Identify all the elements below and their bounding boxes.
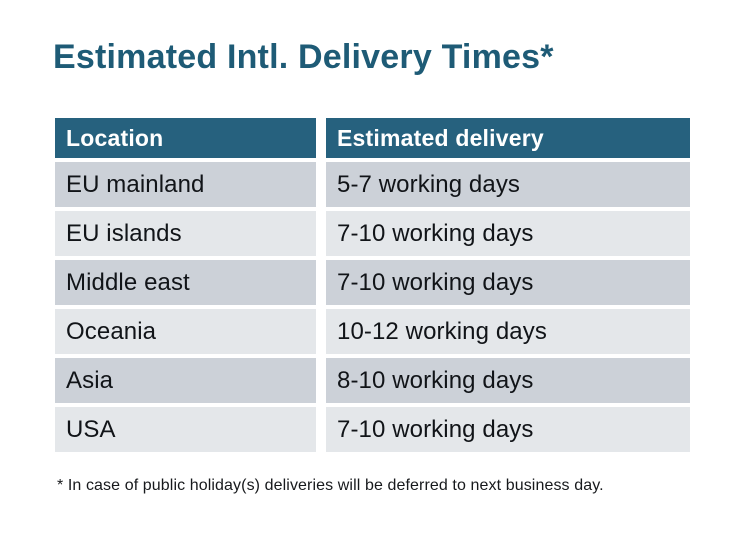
footnote: * In case of public holiday(s) deliverie…: [57, 477, 604, 494]
table-cell-location: USA: [55, 407, 316, 452]
table-cell-delivery: 7-10 working days: [326, 260, 690, 305]
page-title: Estimated Intl. Delivery Times*: [53, 38, 554, 76]
table-cell-location: Asia: [55, 358, 316, 403]
column-header-location: Location: [55, 118, 316, 158]
table-cell-delivery: 5-7 working days: [326, 162, 690, 207]
table-cell-delivery: 7-10 working days: [326, 211, 690, 256]
table-cell-delivery: 8-10 working days: [326, 358, 690, 403]
table-cell-location: EU mainland: [55, 162, 316, 207]
table-cell-location: EU islands: [55, 211, 316, 256]
table-cell-location: Middle east: [55, 260, 316, 305]
column-header-estimated-delivery: Estimated delivery: [326, 118, 690, 158]
table-cell-location: Oceania: [55, 309, 316, 354]
table-cell-delivery: 7-10 working days: [326, 407, 690, 452]
table-cell-delivery: 10-12 working days: [326, 309, 690, 354]
delivery-times-table: Location Estimated delivery EU mainland …: [55, 118, 690, 452]
